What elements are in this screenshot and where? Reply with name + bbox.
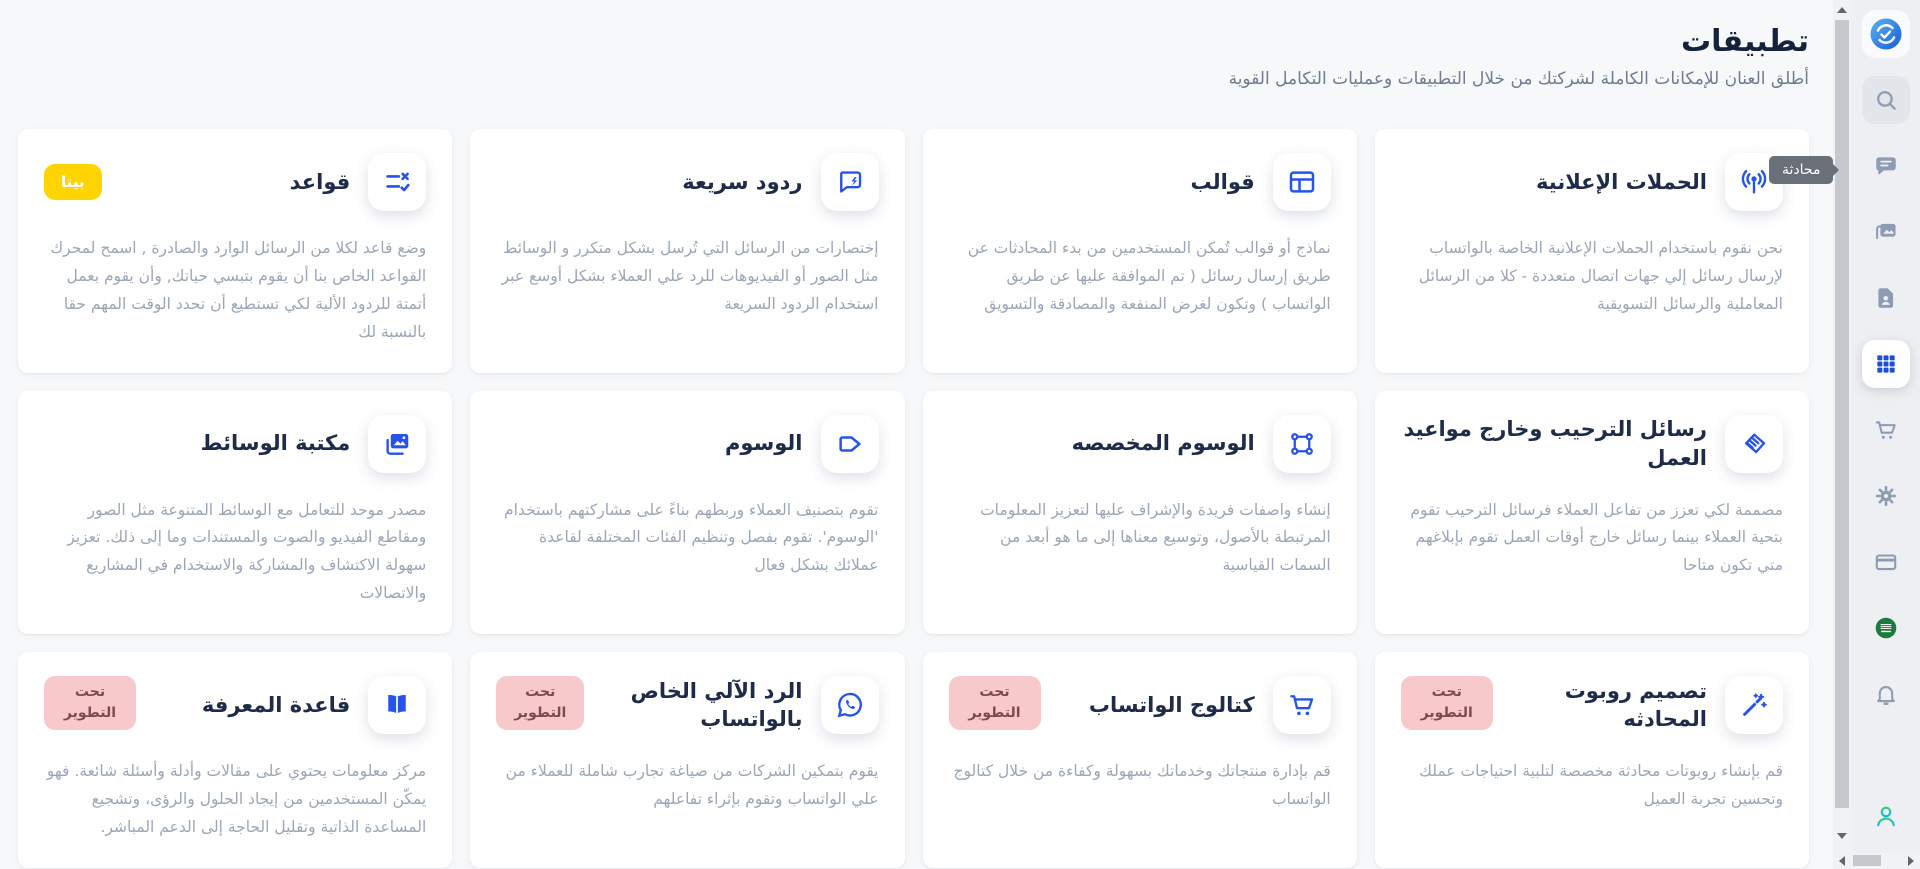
scroll-up-arrow[interactable] <box>1833 2 1851 18</box>
chat-tooltip: محادثة <box>1769 156 1834 184</box>
card-title: قواعد <box>289 169 351 194</box>
sidebar-shopping-cart-icon[interactable] <box>1862 406 1910 454</box>
custom-tags-icon <box>1272 414 1331 473</box>
apps-page: تطبيقات أطلق العنان للإمكانات الكاملة لش… <box>18 24 1809 868</box>
sidebar-apps-grid-icon[interactable] <box>1861 340 1910 388</box>
sidebar-notifications-bell-icon[interactable] <box>1862 670 1910 718</box>
page-subtitle: أطلق العنان للإمكانات الكاملة لشركتك من … <box>1228 69 1809 89</box>
app-card[interactable]: الرد الآلي الخاص بالواتساب تحت التطوير ي… <box>470 652 905 868</box>
app-card[interactable]: رسائل الترحيب وخارج مواعيد العمل مصممة ل… <box>1374 390 1809 635</box>
beta-badge: بيتا <box>44 163 102 201</box>
sidebar-profile-person-icon[interactable] <box>1862 792 1910 840</box>
app-card[interactable]: قوالب نماذج أو قوالب تُمكن المستخدمين من… <box>922 129 1357 373</box>
whatsapp-icon <box>820 676 879 735</box>
card-description: تقوم بتصنيف العملاء وربطهم بناءً على مشا… <box>504 500 879 575</box>
vertical-scrollbar-thumb[interactable] <box>1835 20 1849 808</box>
card-title: مكتبة الوسائط <box>200 431 351 456</box>
app-card[interactable]: كتالوج الواتساب تحت التطوير قم بإدارة من… <box>922 652 1357 868</box>
app-card[interactable]: الحملات الإعلانية نحن نقوم باستخدام الحم… <box>1374 129 1809 373</box>
handshake-icon <box>1725 414 1783 473</box>
template-icon <box>1272 153 1331 211</box>
under-development-badge: تحت التطوير <box>1400 676 1493 731</box>
app-card[interactable]: تصميم روبوت المحادثه تحت التطوير قم بإنش… <box>1374 652 1809 868</box>
icon-sidebar <box>1851 0 1920 852</box>
apps-cards-grid: الحملات الإعلانية نحن نقوم باستخدام الحم… <box>18 129 1809 868</box>
card-title: الرد الآلي الخاص بالواتساب <box>630 678 803 732</box>
under-development-badge: تحت التطوير <box>948 676 1041 731</box>
sidebar-search-icon[interactable] <box>1861 76 1910 124</box>
card-description: إنشاء واصفات فريدة والإشراف عليها لتعزيز… <box>980 500 1331 575</box>
card-title: الوسوم المخصصه <box>1071 431 1255 456</box>
sidebar-chat-icon[interactable] <box>1862 142 1910 190</box>
sidebar-billing-card-icon[interactable] <box>1862 538 1910 586</box>
card-title: تصميم روبوت المحادثه <box>1564 678 1707 732</box>
scroll-down-arrow[interactable] <box>1833 828 1851 844</box>
app-card[interactable]: الوسوم تقوم بتصنيف العملاء وربطهم بناءً … <box>470 390 905 635</box>
card-description: قم بإنشاء روبوتات محادثة مخصصة لتلبية اح… <box>1419 762 1783 809</box>
scroll-right-arrow[interactable] <box>1908 855 1914 866</box>
sidebar-contacts-icon[interactable] <box>1862 274 1910 322</box>
card-title: ردود سريعة <box>682 169 803 194</box>
card-title: قوالب <box>1190 169 1255 194</box>
card-description: مركز معلومات يحتوي على مقالات وأدلة وأسئ… <box>46 762 427 836</box>
card-title: رسائل الترحيب وخارج مواعيد العمل <box>1403 417 1707 470</box>
media-library-icon <box>368 414 427 473</box>
card-title: الوسوم <box>725 431 803 456</box>
cart-icon <box>1272 676 1331 735</box>
horizontal-scrollbar[interactable] <box>1833 852 1920 869</box>
under-development-badge: تحت التطوير <box>496 676 585 731</box>
app-card[interactable]: قاعدة المعرفة تحت التطوير مركز معلومات ي… <box>18 652 453 868</box>
card-description: قم بإدارة منتجاتك وخدماتك بسهولة وكفاءة … <box>953 762 1331 809</box>
card-description: يقوم بتمكين الشركات من صياغة تجارب شاملة… <box>505 762 879 809</box>
rules-icon <box>368 153 427 211</box>
card-description: مصدر موحد للتعامل مع الوسائط المتنوعة مث… <box>67 500 427 603</box>
magic-wand-icon <box>1725 676 1783 735</box>
app-card[interactable]: الوسوم المخصصه إنشاء واصفات فريدة والإشر… <box>922 390 1357 635</box>
quick-reply-icon <box>820 153 879 211</box>
card-description: نحن نقوم باستخدام الحملات الإعلانية الخا… <box>1418 239 1783 313</box>
brand-logo[interactable] <box>1861 10 1910 58</box>
card-description: نماذج أو قوالب تُمكن المستخدمين من بدء ا… <box>967 239 1331 313</box>
horizontal-scrollbar-thumb[interactable] <box>1853 855 1881 866</box>
card-title: كتالوج الواتساب <box>1088 692 1255 717</box>
card-title: قاعدة المعرفة <box>201 692 351 717</box>
card-title: الحملات الإعلانية <box>1536 169 1707 194</box>
app-card[interactable]: ردود سريعة إختصارات من الرسائل التي تُرس… <box>470 129 905 373</box>
app-card[interactable]: قواعد بيتا وضع قاعد لكلا من الرسائل الوا… <box>18 129 453 373</box>
card-description: إختصارات من الرسائل التي تُرسل بشكل متكر… <box>501 239 879 313</box>
tag-icon <box>820 414 879 473</box>
card-description: مصممة لكي تعزز من تفاعل العملاء فرسائل ا… <box>1410 500 1783 575</box>
sidebar-media-gallery-icon[interactable] <box>1862 208 1910 256</box>
scroll-left-arrow[interactable] <box>1839 855 1845 866</box>
card-description: وضع قاعد لكلا من الرسائل الوارد والصادرة… <box>50 239 427 341</box>
right-rail-block <box>1833 0 1920 869</box>
sidebar-settings-gear-icon[interactable] <box>1862 472 1910 520</box>
vertical-scrollbar[interactable] <box>1833 0 1851 852</box>
sidebar-language-flag-icon[interactable] <box>1862 604 1910 652</box>
app-card[interactable]: مكتبة الوسائط مصدر موحد للتعامل مع الوسا… <box>18 390 453 635</box>
book-icon <box>368 676 427 735</box>
under-development-badge: تحت التطوير <box>44 676 136 731</box>
page-title: تطبيقات <box>1681 24 1809 59</box>
